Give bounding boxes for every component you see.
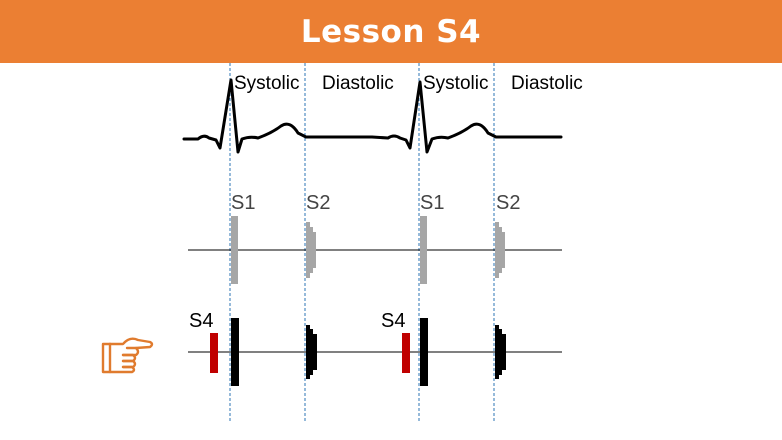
s2-sound-marker (495, 325, 506, 379)
s4-sound-marker (210, 333, 218, 373)
s1-sound-marker (231, 318, 239, 386)
phase-label-diastolic: Diastolic (322, 73, 394, 94)
pointing-hand-icon (103, 339, 152, 372)
s2-sound-marker (306, 222, 316, 278)
s1-label: S1 (231, 192, 255, 214)
s2-sound-marker (495, 222, 505, 278)
s4-heart-sounds: S4 S4 (188, 310, 562, 386)
s4-label: S4 (189, 310, 213, 332)
s2-label: S2 (496, 192, 520, 214)
phase-label-diastolic: Diastolic (511, 73, 583, 94)
s4-sound-marker (402, 333, 410, 373)
s1-sound-marker (231, 216, 238, 284)
phase-label-systolic: Systolic (423, 73, 488, 94)
s2-sound-marker (306, 325, 317, 379)
s1-sound-marker (420, 318, 428, 386)
s1-label: S1 (420, 192, 444, 214)
phase-label-systolic: Systolic (234, 73, 299, 94)
cycle-guides (230, 63, 494, 422)
s2-label: S2 (306, 192, 330, 214)
s1-sound-marker (420, 216, 427, 284)
s4-label: S4 (381, 310, 405, 332)
normal-heart-sounds: S1 S2 S1 S2 (188, 192, 562, 284)
